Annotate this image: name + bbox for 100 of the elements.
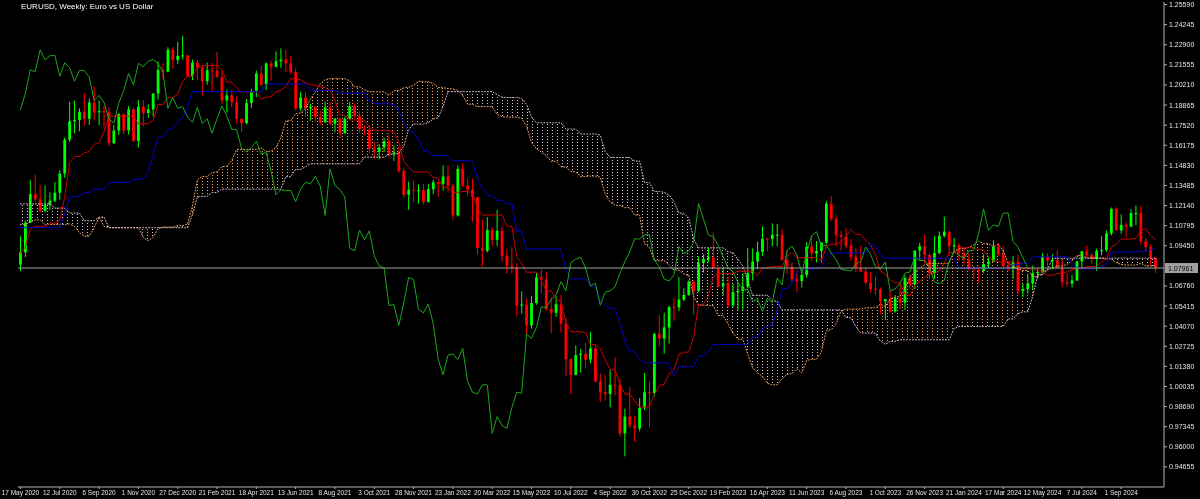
candlestick (426, 183, 430, 204)
candlestick (225, 89, 229, 114)
candlestick (264, 61, 268, 91)
candlestick (869, 271, 872, 294)
candlestick (402, 167, 406, 199)
candlestick (589, 331, 592, 364)
candlestick (82, 92, 86, 126)
line-series (19, 49, 1029, 434)
candlestick (299, 91, 302, 112)
candlestick (245, 98, 248, 125)
candlestick (692, 279, 696, 316)
candlestick (422, 183, 425, 205)
candlestick (191, 59, 194, 81)
candlestick (92, 85, 96, 121)
candlestick (412, 179, 415, 203)
candlestick (942, 216, 946, 238)
candlestick (367, 124, 371, 154)
candlestick (127, 105, 130, 135)
candlestick (284, 49, 288, 74)
candlestick (112, 124, 116, 145)
candlestick (721, 266, 725, 296)
candlestick (623, 408, 627, 457)
candlestick (702, 253, 705, 274)
candlestick (775, 223, 779, 247)
candlestick (530, 295, 533, 330)
candlestick (1100, 235, 1103, 256)
candlestick (78, 107, 81, 132)
candlestick (815, 240, 818, 263)
candlestick (1114, 206, 1118, 232)
candlestick (682, 287, 686, 302)
candlestick (879, 286, 882, 315)
candlestick (176, 41, 180, 65)
candlestick (1026, 274, 1030, 295)
candlestick (1001, 245, 1005, 268)
candlestick (141, 99, 145, 127)
candlestick (874, 276, 877, 296)
candlestick (756, 241, 759, 270)
candlestick (947, 230, 951, 257)
candlestick (235, 95, 239, 125)
candlestick (480, 218, 484, 268)
candlestick (87, 98, 91, 126)
candlestick (338, 116, 342, 139)
candlestick (628, 386, 632, 429)
candlestick (461, 163, 465, 188)
candlestick (1065, 272, 1069, 288)
candlestick (608, 369, 612, 408)
candlestick (795, 269, 799, 293)
candlestick (829, 195, 833, 222)
candlestick (200, 65, 204, 96)
candlestick (657, 314, 661, 348)
candlestick (397, 145, 401, 174)
candlestick (382, 137, 386, 153)
candlestick (33, 173, 37, 203)
candlestick (195, 59, 199, 81)
candlestick (539, 268, 543, 294)
candlestick (73, 100, 76, 135)
candlestick (1031, 265, 1035, 291)
candlestick (584, 342, 587, 370)
candlestick (19, 235, 22, 272)
candlestick (254, 70, 258, 98)
candlestick (711, 232, 715, 269)
candlestick (53, 181, 57, 203)
candlestick (259, 65, 263, 87)
candlestick (304, 91, 307, 118)
candlestick (633, 415, 637, 443)
candlestick (569, 358, 573, 395)
candlestick (638, 397, 642, 432)
candlestick (770, 222, 774, 247)
candlestick (417, 183, 420, 205)
candlestick (495, 209, 499, 247)
candlestick (171, 46, 175, 70)
candlestick (662, 312, 666, 355)
candlestick (923, 234, 927, 264)
candlestick (38, 184, 42, 213)
candlestick (520, 290, 524, 314)
candlestick (205, 62, 209, 86)
candlestick (603, 374, 607, 401)
candlestick (643, 372, 646, 411)
candlestick (68, 101, 72, 143)
candlestick (648, 380, 651, 428)
candlestick (58, 169, 62, 201)
candlestick (839, 230, 843, 252)
candlestick (810, 235, 814, 262)
candlestick (490, 226, 494, 247)
candlestick (485, 216, 489, 253)
candlestick (1105, 229, 1108, 253)
candlestick (761, 225, 764, 257)
candlestick (992, 239, 995, 263)
chart-title: EURUSD, Weekly: Euro vs US Dollar (21, 2, 154, 12)
candlestick (525, 298, 529, 336)
candlestick (1119, 213, 1123, 235)
candlestick (598, 373, 602, 403)
candlestick (289, 55, 293, 75)
candlestick (574, 344, 578, 376)
candlestick (210, 62, 214, 92)
candlestick (834, 214, 838, 247)
candlestick (667, 305, 671, 345)
candlestick (181, 35, 185, 60)
candlestick (407, 181, 411, 211)
candlestick (937, 231, 941, 255)
